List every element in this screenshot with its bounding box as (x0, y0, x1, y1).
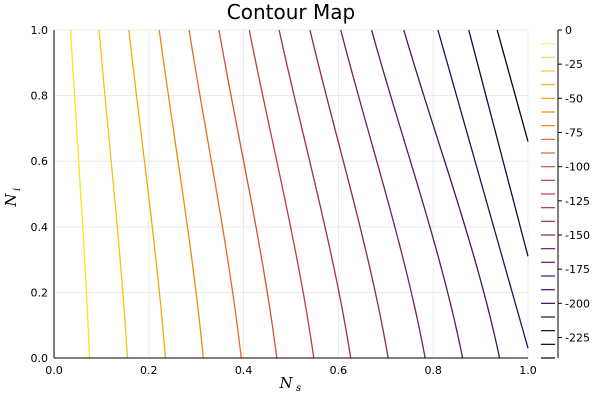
colorbar-tick-label: -125 (565, 195, 590, 208)
y-tick-label: 0.2 (31, 286, 49, 299)
contour-line (248, 29, 315, 359)
contour-line (468, 29, 529, 257)
contour-line (188, 29, 242, 359)
colorbar-tick-label: -225 (565, 332, 590, 345)
contour-line (403, 29, 501, 359)
contour-line (158, 29, 204, 359)
contour-line (309, 29, 389, 359)
contour-line (437, 29, 529, 349)
x-axis-label-sub: s (296, 383, 301, 394)
contour-line (370, 29, 464, 359)
y-tick-label: 0.8 (31, 90, 49, 103)
y-axis-label: N i (2, 188, 23, 208)
contour-line (278, 29, 352, 359)
y-tick-label: 0.6 (31, 155, 49, 168)
contour-line (496, 29, 529, 142)
tick-labels: 0.0 0.2 0.4 0.6 0.8 1.0 0.0 0.2 0.4 0.6 0.8 1.0 (31, 24, 537, 377)
contour-line (69, 29, 91, 359)
contour-line (218, 29, 278, 359)
colorbar-tick-label: -200 (565, 297, 590, 310)
x-tick-label: 1.0 (519, 364, 537, 377)
contour-line (98, 29, 129, 359)
x-tick-label: 0.0 (45, 364, 63, 377)
x-tick-label: 0.8 (424, 364, 442, 377)
colorbar-tick-label: -50 (565, 92, 583, 105)
y-tick-label: 0.0 (31, 352, 49, 365)
y-tick-label: 1.0 (31, 24, 49, 37)
y-tick-label: 0.4 (31, 221, 49, 234)
colorbar: 0 -25 -50 -75 -100 -125 -150 -175 -200 -225 (541, 24, 590, 359)
x-tick-label: 0.2 (140, 364, 158, 377)
grid (54, 29, 529, 358)
contour-line (128, 29, 167, 359)
axes (53, 30, 528, 359)
x-axis-label-main: N (278, 374, 293, 392)
y-axis-label-main: N (2, 193, 20, 208)
x-tick-label: 0.4 (235, 364, 253, 377)
x-axis-label: N s (278, 374, 301, 394)
colorbar-tick-label: -175 (565, 263, 590, 276)
colorbar-tick-label: -25 (565, 58, 583, 71)
colorbar-tick-label: -100 (565, 161, 590, 174)
contour-lines (69, 29, 529, 359)
colorbar-tick-label: -150 (565, 229, 590, 242)
y-axis-label-sub: i (12, 188, 23, 191)
contour-line (340, 29, 426, 359)
colorbar-tick-label: 0 (565, 24, 572, 37)
x-tick-label: 0.6 (330, 364, 348, 377)
chart-title: Contour Map (227, 0, 355, 24)
colorbar-tick-label: -75 (565, 127, 583, 140)
